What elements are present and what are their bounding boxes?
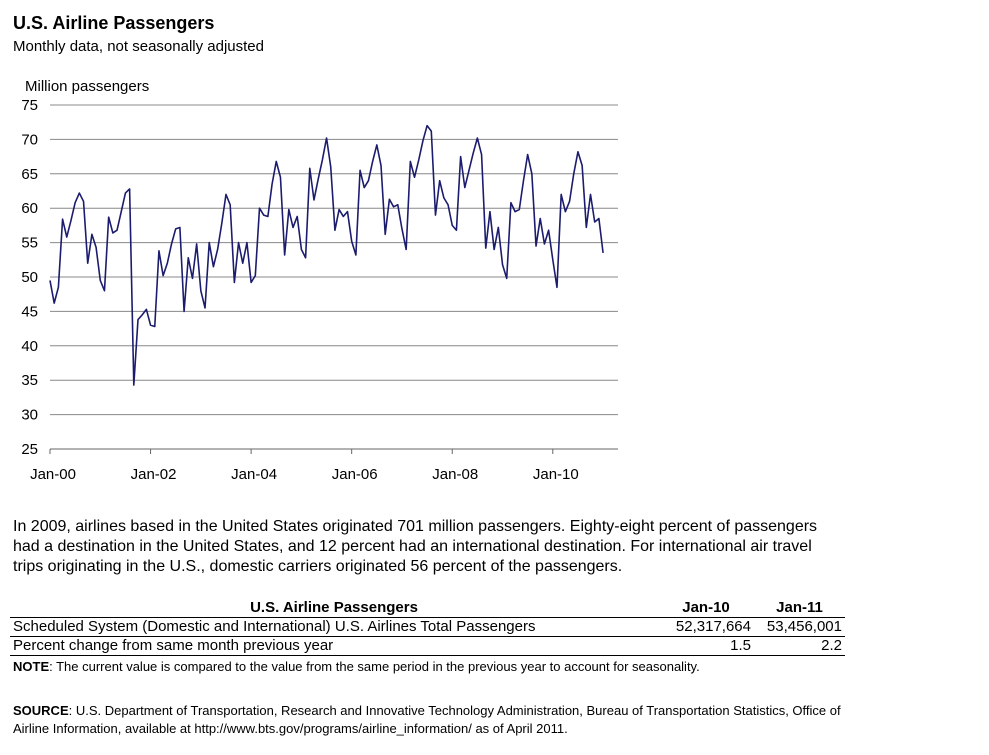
y-tick-label: 30 [21,407,38,424]
x-tick-label: Jan-08 [432,466,478,483]
x-tick-label: Jan-00 [30,466,76,483]
cell: 52,317,664 [658,617,754,637]
y-tick-label: 65 [21,166,38,183]
note-text: : The current value is compared to the v… [49,659,700,674]
x-tick-label: Jan-02 [131,466,177,483]
paragraph: In 2009, airlines based in the United St… [13,518,818,575]
y-tick-label: 35 [21,372,38,389]
y-tick-label: 55 [21,235,38,252]
cell: Scheduled System (Domestic and Internati… [10,617,658,637]
source-text: : U.S. Department of Transportation, Res… [13,703,841,736]
cell: 2.2 [754,636,845,656]
note: NOTE: The current value is compared to t… [13,659,700,674]
y-axis-label: Million passengers [25,78,149,95]
cell: 1.5 [658,636,754,656]
note-label: NOTE [13,659,50,674]
source: SOURCE: U.S. Department of Transportatio… [13,702,843,738]
chart-subtitle: Monthly data, not seasonally adjusted [13,38,264,55]
chart-title: U.S. Airline Passengers [13,13,214,33]
y-tick-label: 70 [21,131,38,148]
x-tick-label: Jan-04 [231,466,277,483]
y-tick-label: 75 [21,97,38,114]
header-cell: Jan-10 [658,598,754,618]
table-row: Percent change from same month previous … [10,636,845,656]
y-tick-label: 50 [21,269,38,286]
cell: Percent change from same month previous … [10,636,658,656]
table-row: Scheduled System (Domestic and Internati… [10,617,845,637]
line-series [49,124,604,386]
y-tick-label: 45 [21,303,38,320]
cell: 53,456,001 [754,617,845,637]
y-tick-label: 40 [21,338,38,355]
header-cell: Jan-11 [754,598,845,618]
source-label: SOURCE [13,703,69,718]
chart: U.S. Airline Passengers Monthly data, no… [13,13,618,483]
x-tick-label: Jan-10 [533,466,579,483]
table-header: U.S. Airline Passengers Jan-10 Jan-11 [10,598,845,618]
header-cell: U.S. Airline Passengers [10,598,658,618]
y-tick-label: 25 [21,441,38,458]
y-tick-label: 60 [21,200,38,217]
x-tick-label: Jan-06 [332,466,378,483]
data-table: U.S. Airline Passengers Jan-10 Jan-11 Sc… [10,598,845,656]
